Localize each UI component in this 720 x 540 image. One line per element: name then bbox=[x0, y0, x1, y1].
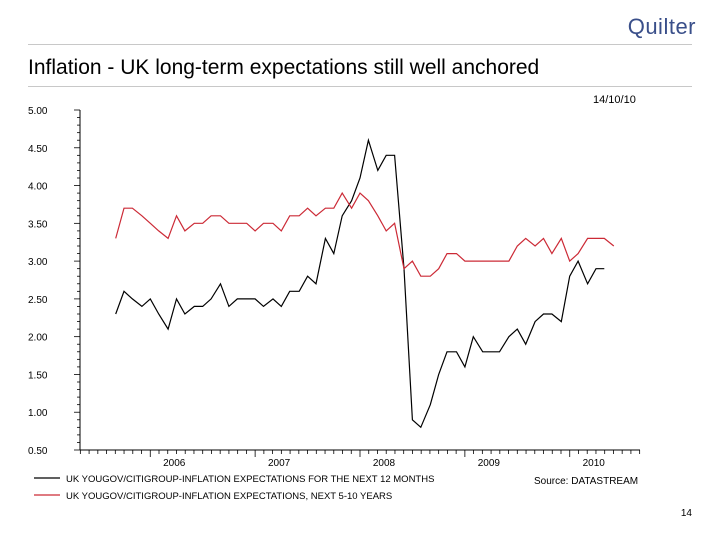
title-rule bbox=[28, 86, 692, 87]
y-tick-label: 5.00 bbox=[28, 106, 48, 117]
y-tick-label: 4.50 bbox=[28, 144, 48, 155]
chart-legend: UK YOUGOV/CITIGROUP-INFLATION EXPECTATIO… bbox=[34, 474, 434, 502]
legend-label: UK YOUGOV/CITIGROUP-INFLATION EXPECTATIO… bbox=[66, 491, 392, 502]
x-tick-label: 2009 bbox=[478, 458, 501, 469]
y-tick-label: 0.50 bbox=[28, 446, 48, 457]
x-tick-label: 2008 bbox=[373, 458, 396, 469]
y-tick-label: 2.50 bbox=[28, 295, 48, 306]
y-tick-label: 2.00 bbox=[28, 333, 48, 344]
y-tick-label: 1.00 bbox=[28, 408, 48, 419]
x-tick-label: 2006 bbox=[163, 458, 186, 469]
y-tick-label: 4.00 bbox=[28, 182, 48, 193]
chart-series bbox=[115, 137, 615, 429]
y-tick-label: 3.50 bbox=[28, 219, 48, 230]
page-number: 14 bbox=[680, 508, 692, 519]
chart-date: 14/10/10 bbox=[593, 94, 636, 106]
header-rule bbox=[28, 44, 692, 45]
y-tick-label: 3.00 bbox=[28, 257, 48, 268]
series-12-months-line bbox=[115, 137, 605, 429]
series-5-10-years-line bbox=[115, 191, 615, 277]
y-tick-label: 1.50 bbox=[28, 370, 48, 381]
slide-title: Inflation - UK long-term expectations st… bbox=[28, 56, 540, 79]
source-note: Source: DATASTREAM bbox=[534, 476, 639, 487]
chart-axes: 5.00 4.50 4.00 3.50 3.00 2.50 2.00 1.50 1.00 0.50… bbox=[28, 106, 641, 469]
legend-label: UK YOUGOV/CITIGROUP-INFLATION EXPECTATIO… bbox=[66, 474, 434, 485]
quilter-logo: Quilter bbox=[627, 14, 696, 39]
x-tick-label: 2010 bbox=[583, 458, 606, 469]
x-tick-label: 2007 bbox=[268, 458, 291, 469]
